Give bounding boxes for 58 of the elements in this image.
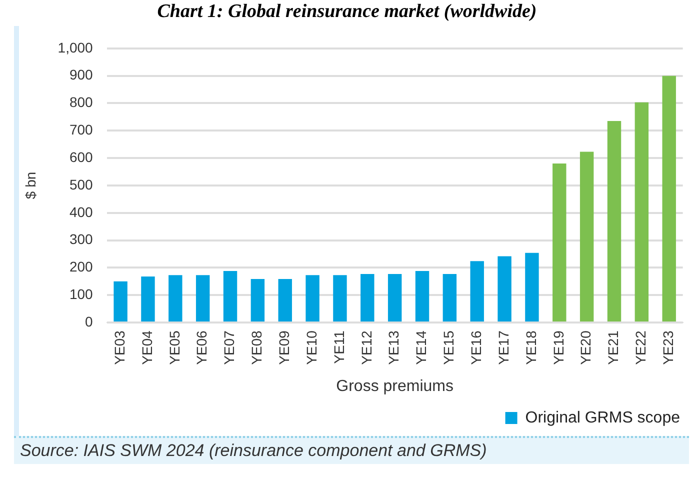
legend-label: Original GRMS scope: [525, 409, 680, 426]
bar: [552, 164, 566, 322]
x-tick-label: YE05: [166, 330, 182, 365]
y-tick-label: 800: [69, 94, 94, 110]
bar: [607, 121, 622, 322]
x-tick-label: YE04: [138, 330, 155, 365]
x-tick-label: YE18: [522, 330, 539, 365]
source-note: Source: IAIS SWM 2024 (reinsurance component and GRMS): [14, 436, 689, 464]
chart-title: Chart 1: Global reinsurance market (worldwide): [156, 0, 538, 24]
y-tick-label: 700: [69, 122, 94, 138]
bar: [168, 275, 182, 322]
x-tick-label: YE10: [303, 330, 320, 365]
y-tick-label: 0: [85, 313, 94, 330]
x-tick-label: YE14: [413, 330, 430, 365]
x-tick-label: YE08: [248, 330, 265, 365]
y-tick-label: 500: [69, 176, 94, 192]
x-tick-label: YE11: [330, 330, 347, 364]
y-tick-label: 200: [69, 258, 94, 275]
x-tick-label: YE17: [495, 330, 512, 365]
x-tick-label: YE23: [660, 330, 676, 365]
x-tick-label: YE09: [276, 330, 292, 365]
bar: [498, 256, 512, 322]
y-tick-label: 1,000: [58, 39, 94, 56]
x-axis-title: Gross premiums: [336, 378, 454, 395]
bar: [360, 274, 374, 322]
x-tick-label: YE16: [468, 330, 484, 365]
bar: [141, 276, 155, 322]
bar: [662, 76, 676, 322]
bar: [470, 261, 484, 322]
bar: [525, 252, 539, 322]
bar: [114, 281, 128, 322]
x-tick-label: YE07: [221, 330, 238, 365]
x-tick-label: YE19: [550, 330, 566, 365]
bar: [306, 275, 320, 322]
bar: [442, 274, 457, 322]
bar: [278, 278, 292, 322]
y-tick-label: 100: [69, 286, 94, 302]
x-tick-label: YE21: [605, 330, 622, 365]
y-tick-label: 400: [69, 204, 94, 220]
bar: [634, 102, 649, 322]
x-tick-label: YE03: [111, 330, 128, 365]
y-tick-label: 900: [69, 66, 94, 83]
bar: [333, 275, 347, 322]
x-tick-label: YE12: [358, 330, 374, 365]
bar: [250, 278, 265, 322]
y-tick-label: 600: [69, 148, 94, 165]
y-tick-label: 300: [69, 231, 94, 248]
bar: [223, 271, 238, 322]
x-tick-label: YE06: [194, 330, 210, 365]
bar: [580, 152, 594, 322]
y-axis-title: $ bn: [22, 172, 38, 200]
x-tick-label: YE15: [440, 330, 457, 365]
x-tick-label: YE22: [632, 330, 649, 365]
bar: [388, 274, 402, 322]
x-tick-label: YE13: [386, 330, 402, 365]
bar: [196, 275, 210, 322]
x-tick-label: YE20: [578, 330, 594, 365]
bar: [415, 271, 430, 322]
